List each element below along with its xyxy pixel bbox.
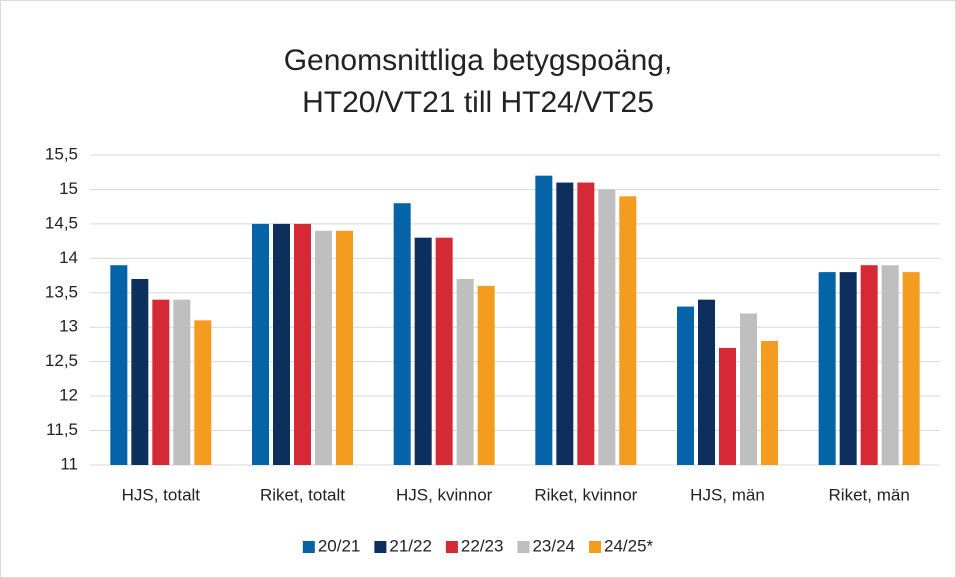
bar bbox=[110, 265, 128, 465]
bar bbox=[677, 306, 694, 465]
bar bbox=[761, 341, 778, 465]
bar bbox=[881, 265, 899, 465]
bar bbox=[477, 285, 495, 465]
bar bbox=[740, 313, 757, 465]
bar bbox=[698, 299, 715, 465]
bar bbox=[131, 279, 149, 465]
legend-label: 22/23 bbox=[461, 536, 504, 555]
legend-swatch bbox=[374, 541, 387, 553]
legend-swatch bbox=[445, 541, 458, 553]
chart-title: HT20/VT21 till HT24/VT25 bbox=[302, 86, 654, 119]
x-tick-label: Riket, män bbox=[829, 485, 910, 504]
bar bbox=[902, 272, 920, 465]
legend-swatch bbox=[517, 541, 530, 553]
legend-label: 23/24 bbox=[532, 536, 575, 555]
x-tick-label: HJS, totalt bbox=[122, 485, 201, 504]
legend-swatch bbox=[302, 541, 315, 553]
y-tick-label: 12,5 bbox=[45, 351, 78, 370]
legend-swatch bbox=[589, 541, 602, 553]
bar bbox=[535, 175, 553, 465]
bar bbox=[598, 189, 616, 465]
bar bbox=[435, 237, 453, 465]
bar bbox=[294, 223, 311, 465]
x-tick-label: Riket, kvinnor bbox=[534, 485, 637, 504]
y-tick-label: 15 bbox=[59, 179, 78, 198]
y-tick-label: 11 bbox=[60, 454, 78, 473]
bar bbox=[619, 196, 637, 466]
y-tick-label: 13,5 bbox=[45, 282, 78, 301]
y-tick-label: 14 bbox=[59, 248, 78, 267]
y-tick-label: 13 bbox=[59, 317, 78, 336]
bar bbox=[252, 223, 269, 465]
bar bbox=[315, 230, 332, 465]
x-tick-label: Riket, totalt bbox=[260, 485, 345, 504]
bar bbox=[556, 182, 574, 466]
x-tick-label: HJS, kvinnor bbox=[396, 485, 493, 504]
legend-label: 24/25* bbox=[604, 536, 654, 555]
bar bbox=[414, 237, 432, 465]
bar bbox=[273, 223, 290, 465]
legend-label: 21/22 bbox=[389, 536, 432, 555]
bar bbox=[393, 203, 411, 465]
y-tick-label: 14,5 bbox=[45, 213, 78, 232]
y-tick-label: 15,5 bbox=[45, 144, 78, 163]
bar bbox=[173, 299, 191, 465]
y-tick-label: 11,5 bbox=[46, 420, 78, 439]
bar bbox=[194, 320, 212, 465]
chart-title: Genomsnittliga betygspoäng, bbox=[284, 44, 673, 77]
legend-label: 20/21 bbox=[318, 536, 361, 555]
y-tick-label: 12 bbox=[59, 386, 78, 405]
bar bbox=[719, 347, 736, 465]
bar bbox=[456, 279, 474, 465]
bar bbox=[818, 272, 836, 465]
bar bbox=[860, 265, 878, 465]
bar bbox=[336, 230, 353, 465]
bar bbox=[152, 299, 170, 465]
x-tick-label: HJS, män bbox=[690, 485, 765, 504]
bar bbox=[839, 272, 857, 465]
bar bbox=[577, 182, 595, 466]
